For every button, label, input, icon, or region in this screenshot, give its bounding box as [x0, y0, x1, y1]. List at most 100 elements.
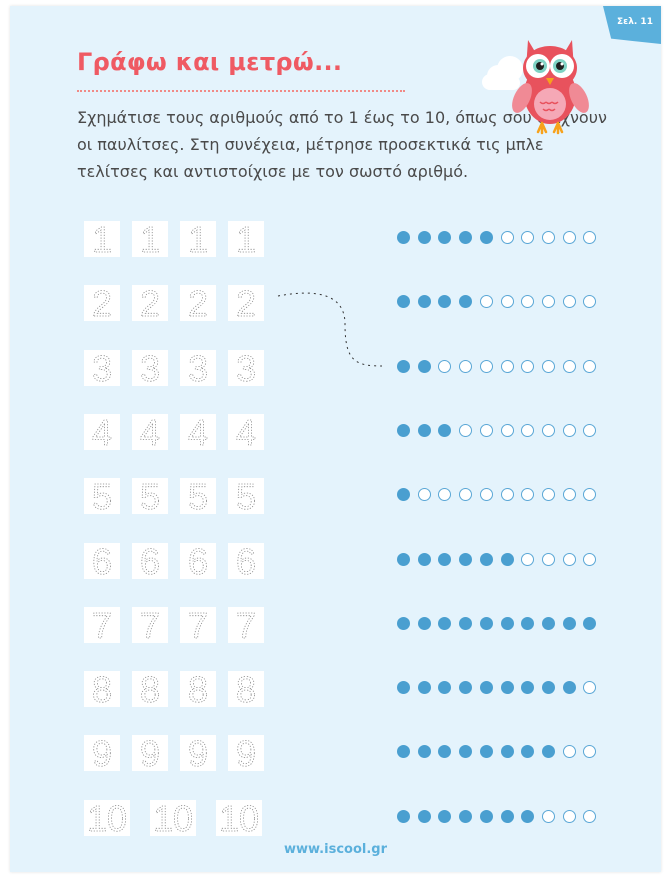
- filled-dot: [562, 616, 576, 630]
- empty-dot: [479, 295, 493, 309]
- filled-dot: [500, 552, 514, 566]
- svg-text:8: 8: [92, 671, 112, 707]
- trace-digit-tile[interactable]: 9: [84, 735, 120, 772]
- filled-dot: [417, 745, 431, 759]
- trace-digit-tile[interactable]: 3: [132, 349, 168, 386]
- trace-digit-tile[interactable]: 4: [84, 413, 120, 450]
- trace-digit-tile[interactable]: 9: [180, 735, 216, 772]
- trace-digit-tile[interactable]: 5: [84, 478, 120, 515]
- empty-dot: [541, 359, 555, 373]
- filled-dot: [459, 616, 473, 630]
- trace-digit-tile[interactable]: 5: [228, 478, 264, 515]
- svg-text:9: 9: [188, 735, 208, 771]
- trace-digit-tile[interactable]: 3: [180, 349, 216, 386]
- trace-digit-tile[interactable]: 10: [84, 799, 130, 836]
- svg-text:9: 9: [140, 735, 160, 771]
- filled-dot: [438, 745, 452, 759]
- empty-dot: [541, 809, 555, 823]
- empty-dot: [500, 231, 514, 244]
- filled-dot: [459, 295, 473, 309]
- empty-dot: [438, 359, 452, 373]
- trace-digit-tile[interactable]: 5: [132, 478, 168, 515]
- trace-digit-tile[interactable]: 2: [84, 285, 120, 322]
- trace-digit-tile[interactable]: 2: [132, 285, 168, 322]
- svg-text:5: 5: [188, 478, 208, 514]
- filled-dot: [438, 231, 452, 244]
- filled-dot: [397, 231, 410, 244]
- filled-dot: [397, 359, 410, 373]
- svg-text:5: 5: [92, 478, 112, 514]
- trace-digit-tile[interactable]: 8: [132, 671, 168, 708]
- filled-dot: [438, 681, 452, 695]
- page-number-badge: Σελ. 11: [603, 6, 661, 44]
- trace-digit-tile[interactable]: 3: [84, 349, 120, 386]
- empty-dot: [541, 423, 555, 437]
- empty-dot: [562, 488, 576, 502]
- empty-dot: [583, 231, 597, 244]
- trace-digit-tile[interactable]: 6: [228, 542, 264, 579]
- empty-dot: [521, 423, 535, 437]
- svg-text:7: 7: [92, 607, 112, 643]
- worksheet-title: Γράφω και μετρώ...: [77, 48, 343, 76]
- trace-digit-tile[interactable]: 7: [180, 606, 216, 643]
- empty-dot: [521, 552, 535, 566]
- svg-text:2: 2: [140, 285, 160, 321]
- trace-digit-tile[interactable]: 9: [132, 735, 168, 772]
- filled-dot: [479, 616, 493, 630]
- trace-digit-tile[interactable]: 5: [180, 478, 216, 515]
- trace-digit-tile[interactable]: 10: [216, 799, 262, 836]
- svg-text:8: 8: [140, 671, 160, 707]
- trace-digit-tile[interactable]: 7: [132, 606, 168, 643]
- trace-digit-tile[interactable]: 10: [150, 799, 196, 836]
- filled-dot: [417, 681, 431, 695]
- empty-dot: [562, 745, 576, 759]
- filled-dot: [479, 681, 493, 695]
- empty-dot: [521, 231, 535, 244]
- filled-dot: [397, 745, 410, 759]
- filled-dot: [562, 681, 576, 695]
- trace-digit-tile[interactable]: 2: [180, 285, 216, 322]
- svg-text:9: 9: [236, 735, 256, 771]
- svg-text:5: 5: [236, 478, 256, 514]
- filled-dot: [521, 809, 535, 823]
- trace-digit-tile[interactable]: 1: [180, 221, 216, 257]
- trace-digit-tile[interactable]: 1: [84, 221, 120, 257]
- trace-digit-tile[interactable]: 4: [132, 413, 168, 450]
- svg-text:7: 7: [140, 607, 160, 643]
- trace-digit-tile[interactable]: 9: [228, 735, 264, 772]
- filled-dot: [479, 745, 493, 759]
- svg-text:9: 9: [92, 735, 112, 771]
- trace-digit-tile[interactable]: 8: [180, 671, 216, 708]
- instructions-text: Σχημάτισε τους αριθμούς από το 1 έως το …: [77, 108, 607, 181]
- filled-dot: [397, 488, 410, 502]
- trace-digit-tile[interactable]: 6: [84, 542, 120, 579]
- filled-dot: [397, 616, 410, 630]
- trace-digit-tile[interactable]: 2: [228, 285, 264, 322]
- trace-digit-tile[interactable]: 8: [84, 671, 120, 708]
- empty-dot: [500, 488, 514, 502]
- trace-digit-tile[interactable]: 3: [228, 349, 264, 386]
- trace-digit-tile[interactable]: 7: [84, 606, 120, 643]
- svg-text:4: 4: [236, 414, 256, 450]
- filled-dot: [500, 809, 514, 823]
- svg-text:2: 2: [236, 285, 256, 321]
- trace-digit-tile[interactable]: 8: [228, 671, 264, 708]
- filled-dot: [521, 681, 535, 695]
- filled-dot: [459, 809, 473, 823]
- svg-text:3: 3: [140, 350, 160, 386]
- trace-digit-tile[interactable]: 4: [228, 413, 264, 450]
- trace-digit-tile[interactable]: 1: [132, 221, 168, 257]
- trace-digit-tile[interactable]: 6: [180, 542, 216, 579]
- filled-dot: [500, 681, 514, 695]
- title-dotted-underline: [77, 90, 405, 92]
- empty-dot: [521, 359, 535, 373]
- trace-digit-tile[interactable]: 7: [228, 606, 264, 643]
- filled-dot: [459, 552, 473, 566]
- trace-digit-tile[interactable]: 1: [228, 221, 264, 257]
- trace-digit-tile[interactable]: 6: [132, 542, 168, 579]
- trace-digit-tile[interactable]: 4: [180, 413, 216, 450]
